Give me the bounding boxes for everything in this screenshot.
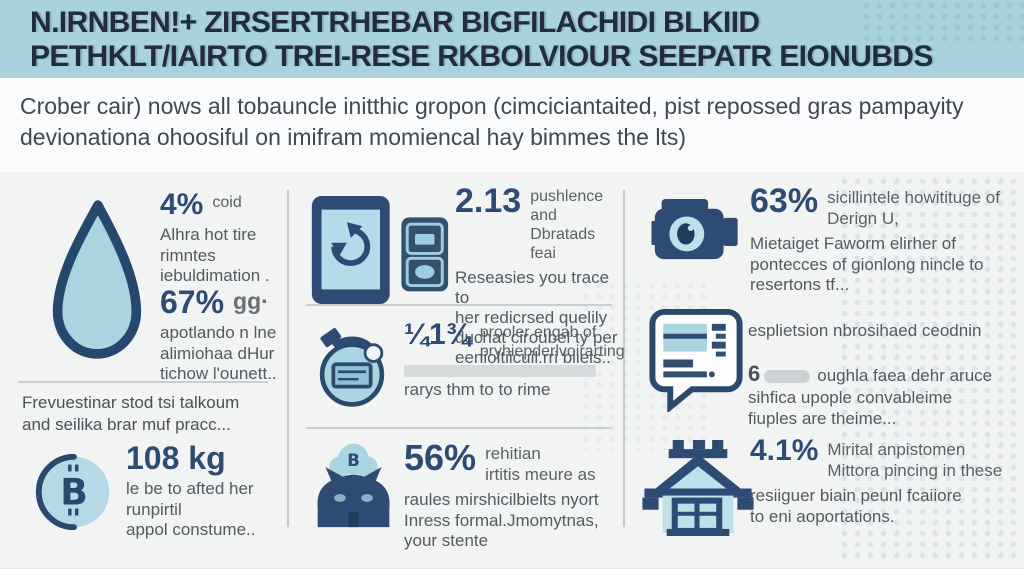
note-line1: esplietsion nbrosihaed ceodnin: [748, 321, 982, 340]
row-divider: [18, 381, 268, 383]
bottom-strip: [0, 568, 1024, 576]
stat-2-13: 2.13 pushlence and Dbratads feai Reseasi…: [455, 184, 623, 368]
subtitle-band: Crober cair) nows all tobauncle initthic…: [0, 78, 1024, 172]
stat-body: Alhra hot tire rimntes iebuldimation .: [160, 225, 270, 285]
stat-number: 63%: [750, 182, 819, 220]
camera-icon: [650, 196, 742, 266]
stat-body: rarys thm to to rime: [404, 380, 551, 399]
blurred-text-bar: [404, 365, 596, 377]
stat-number: 56%: [404, 437, 477, 478]
stat-number: 2.13: [455, 182, 522, 220]
money-pouch-icon: [310, 326, 394, 410]
stat-number: 67%: [160, 284, 225, 320]
note-big-number: 6: [748, 361, 761, 386]
stat-number: 4%: [160, 188, 204, 221]
stat-tail: Mirital anpistomen Mittora pincing in th…: [827, 440, 1003, 480]
bitcoin-coin-icon: B: [30, 448, 118, 536]
blurred-text-pill: [764, 370, 811, 384]
svg-text:B: B: [347, 451, 360, 470]
header-title-line2: PETHKLT/IAIRTO TREI-RESE RKBOLVIOUR SEEP…: [30, 40, 933, 73]
stat-body: Reseasies you trace to her redicrsed que…: [455, 268, 618, 367]
stat-63-percent: 63% sicillintele howitituge of Derign U,…: [750, 184, 1022, 296]
svg-text:B: B: [60, 471, 88, 514]
stat-body: le be to afted her runpirtil appol const…: [126, 479, 256, 539]
stat-body: resiiguer biain peunl fcaiiore to eni ao…: [750, 486, 962, 526]
row-divider: [306, 304, 612, 306]
column-divider: [287, 190, 289, 527]
stat-body: apotlando n lne alimiohaa dHur tichow l'…: [160, 323, 277, 383]
house-icon: [642, 440, 754, 536]
phone-recycle-icon: [306, 194, 452, 306]
stat-41-percent: ¼1¾ prooler engab of pryhiepderlvoirarti…: [404, 318, 625, 401]
water-drop-icon: [48, 196, 144, 364]
stat-number: 108 kg: [126, 440, 226, 476]
stat-tail: pushlence and Dbratads feai: [530, 188, 604, 262]
right-middle-textblock: esplietsion nbrosihaed ceodnin 6 oughla f…: [748, 320, 1024, 430]
header-title-line1: N.IRNBEN!+ ZIRSERTRHEBAR BIGFILACHIDI BL…: [30, 6, 760, 39]
column-divider: [623, 190, 625, 527]
stat-4-1-percent: 4.1% Mirital anpistomen Mittora pincing …: [750, 436, 1022, 527]
stat-tail: coid: [212, 194, 242, 211]
cat-icon: B: [308, 438, 400, 530]
stat-67-percent: 67% gg· apotlando n lne alimiohaa dHur t…: [160, 286, 286, 385]
left-note-text: Frevuestinar stod tsi talkoum and seilik…: [22, 393, 240, 434]
texture-pattern: [860, 0, 1024, 42]
stat-number: ¼1¾: [404, 318, 471, 351]
chat-document-icon: [646, 308, 746, 412]
stat-4-percent: 4% coid Alhra hot tire rimntes iebuldima…: [160, 190, 282, 287]
note-rest: sihfica upople convableime fiuples are t…: [748, 387, 953, 429]
stat-body: Mietaiget Faworm elirher of pontecces of…: [750, 234, 984, 294]
stat-tail: sicillintele howitituge of Derign U,: [827, 188, 1000, 228]
stat-tail: prooler engab of pryhiepderlvoirarting: [479, 324, 625, 360]
stat-tail: rehitian irtitis meure as: [485, 444, 596, 484]
header-band: N.IRNBEN!+ ZIRSERTRHEBAR BIGFILACHIDI BL…: [0, 0, 1024, 78]
row-divider: [306, 427, 612, 429]
stat-56-percent: 56% rehitian irtitis meure as raules mir…: [404, 440, 624, 552]
stat-body: raules mirshicilbielts nyort Inress form…: [404, 490, 599, 550]
subtitle-text: Crober cair) nows all tobauncle initthic…: [20, 93, 964, 150]
note-line2-text: oughla faea dehr aruce: [817, 366, 993, 385]
stat-108-kg: 108 kg le be to afted her runpirtil appo…: [126, 442, 291, 541]
stat-tail: gg·: [233, 288, 269, 314]
stat-number: 4.1%: [750, 434, 819, 467]
note-line2: 6 oughla faea dehr aruce: [748, 342, 1024, 387]
